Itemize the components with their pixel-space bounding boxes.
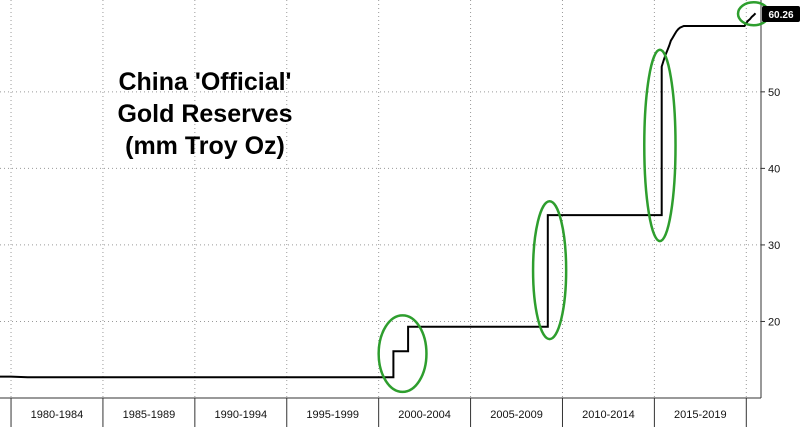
highlight-ellipse — [531, 200, 568, 341]
y-tick-label: 30 — [768, 240, 780, 252]
last-value-badge-bg — [762, 6, 800, 22]
x-tick-label: 2010-2014 — [582, 409, 635, 421]
x-tick-labels: 1980-1984 1985-1989 1990-1994 1995-1999 2000… — [10, 398, 747, 427]
axes — [0, 0, 762, 399]
x-tick-label: 1990-1994 — [214, 409, 267, 421]
grid — [0, 0, 761, 398]
title-line-3: (mm Troy Oz) — [125, 132, 285, 160]
y-tick-labels: 20 30 40 50 — [761, 87, 780, 328]
y-tick-label: 20 — [768, 316, 780, 328]
series — [0, 12, 757, 379]
x-tick-label: 1980-1984 — [31, 409, 84, 421]
x-tick-label: 2005-2009 — [490, 409, 543, 421]
y-tick-label: 40 — [768, 163, 780, 175]
series-line — [0, 12, 757, 379]
title-line-1: China 'Official' — [118, 68, 291, 96]
x-tick-label: 1985-1989 — [123, 409, 176, 421]
y-tick-label: 50 — [768, 87, 780, 99]
last-value-badge: 60.26 — [762, 6, 800, 22]
highlight-ellipse — [643, 48, 677, 243]
x-tick-label: 2000-2004 — [398, 409, 451, 421]
highlight-ellipse — [377, 314, 428, 394]
title-line-2: Gold Reserves — [117, 100, 292, 128]
x-tick-label: 1995-1999 — [306, 409, 359, 421]
x-tick-label: 2015-2019 — [674, 409, 727, 421]
chart-title: China 'Official' Gold Reserves (mm Troy … — [117, 68, 292, 160]
highlight-ellipses — [377, 1, 771, 394]
last-value-label: 60.26 — [768, 10, 793, 21]
